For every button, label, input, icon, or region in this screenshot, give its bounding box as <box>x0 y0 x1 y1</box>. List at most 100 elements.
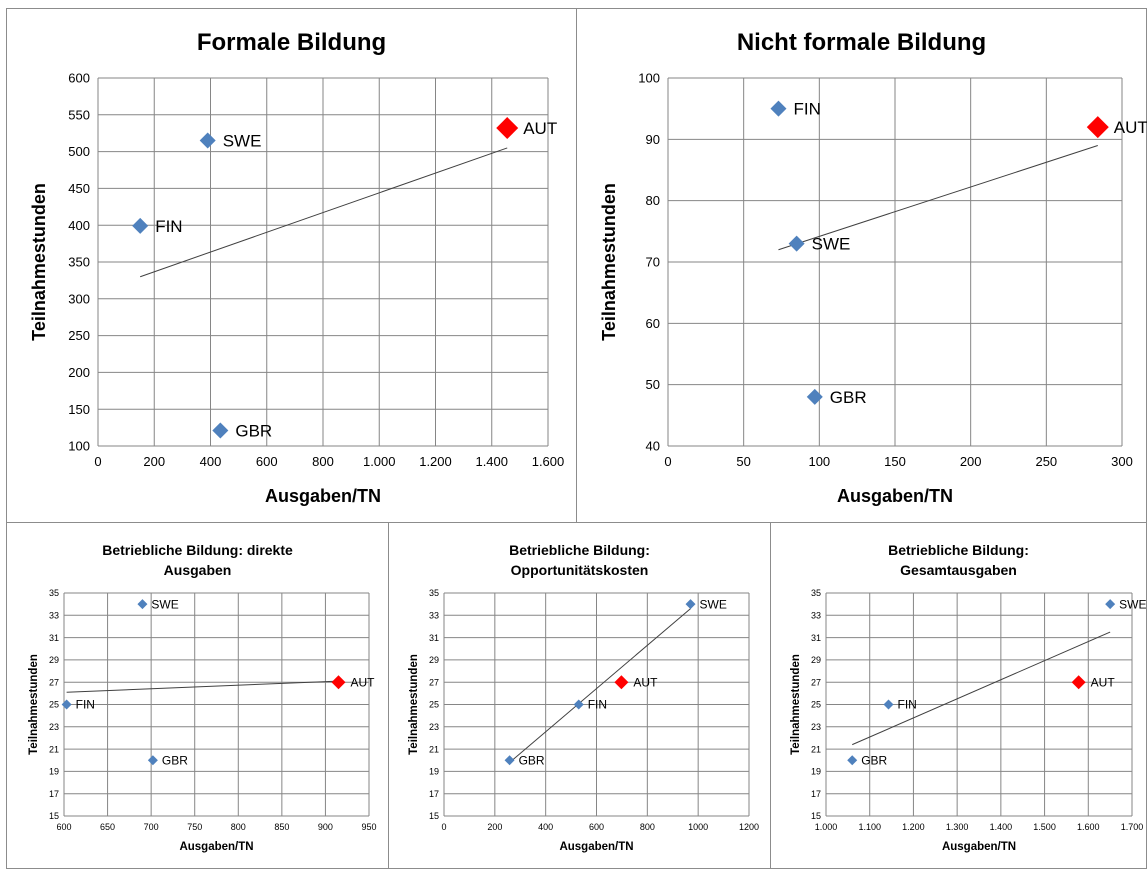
y-tick-label: 100 <box>68 439 90 454</box>
data-point-aut <box>1071 675 1086 690</box>
chart-title: Gesamtausgaben <box>900 562 1017 578</box>
x-tick-label: 1.700 <box>1121 822 1144 832</box>
chart-title: Betriebliche Bildung: <box>509 542 650 558</box>
chart-svg: Nicht formale Bildung 40 50 60 70 80 90 100 0 50 1… <box>599 29 1147 506</box>
data-label-gbr: GBR <box>861 753 887 767</box>
x-tick-label: 250 <box>1035 454 1057 469</box>
x-tick-label: 800 <box>312 454 334 469</box>
y-tick-label: 150 <box>68 402 90 417</box>
x-tick-label: 300 <box>1111 454 1133 469</box>
data-point-swe <box>137 599 148 610</box>
x-tick-label: 1.300 <box>946 822 969 832</box>
data-point-gbr <box>147 755 158 766</box>
data-label-swe: SWE <box>151 597 178 611</box>
chart-svg: Betriebliche Bildung: Gesamtausgaben 15 17 1… <box>790 542 1146 853</box>
data-label-aut: AUT <box>523 119 557 138</box>
trendline <box>778 144 1098 251</box>
y-tick-label: 33 <box>811 610 821 620</box>
y-tick-label: 29 <box>49 655 59 665</box>
y-axis-label: Teilnahmestunden <box>599 183 619 341</box>
x-tick-label: 1.000 <box>363 454 396 469</box>
data-point-aut <box>1086 116 1109 139</box>
data-label-fin: FIN <box>793 100 820 119</box>
data-label-aut: AUT <box>1091 675 1116 689</box>
y-tick-label: 35 <box>429 588 439 598</box>
chart-panel-betriebliche-direkte-ausgaben: Betriebliche Bildung: direkte Ausgaben 15 1… <box>6 522 389 869</box>
x-tick-label: 1.000 <box>815 822 838 832</box>
y-tick-label: 15 <box>429 811 439 821</box>
y-axis-label: Teilnahmestunden <box>790 654 802 755</box>
data-point-swe <box>199 132 216 149</box>
y-tick-label: 500 <box>68 144 90 159</box>
chart-title: Betriebliche Bildung: <box>888 542 1029 558</box>
y-tick-label: 33 <box>49 610 59 620</box>
x-tick-label: 1.400 <box>990 822 1013 832</box>
chart-panel-betriebliche-gesamtausgaben: Betriebliche Bildung: Gesamtausgaben 15 17 1… <box>770 522 1147 869</box>
y-tick-label: 25 <box>429 700 439 710</box>
trendline <box>852 631 1111 746</box>
x-tick-label: 700 <box>144 822 159 832</box>
data-label-gbr: GBR <box>162 753 188 767</box>
y-tick-label: 250 <box>68 328 90 343</box>
data-point-swe <box>1105 599 1116 610</box>
data-point-aut <box>614 675 629 690</box>
data-label-aut: AUT <box>633 675 658 689</box>
y-tick-label: 35 <box>811 588 821 598</box>
x-tick-label: 400 <box>538 822 553 832</box>
y-tick-label: 27 <box>49 677 59 687</box>
data-label-gbr: GBR <box>235 421 272 440</box>
x-tick-label: 1.600 <box>532 454 565 469</box>
data-point-fin <box>61 699 72 710</box>
data-label-aut: AUT <box>351 675 376 689</box>
y-tick-label: 31 <box>811 633 821 643</box>
data-point-aut <box>331 675 346 690</box>
x-tick-label: 200 <box>143 454 165 469</box>
x-tick-label: 600 <box>589 822 604 832</box>
y-tick-label: 17 <box>49 789 59 799</box>
y-axis-label: Teilnahmestunden <box>408 654 420 755</box>
x-axis-label: Ausgaben/TN <box>179 841 253 853</box>
x-tick-label: 800 <box>640 822 655 832</box>
data-label-fin: FIN <box>76 698 95 712</box>
x-axis-label: Ausgaben/TN <box>559 841 633 853</box>
y-tick-label: 19 <box>811 767 821 777</box>
x-axis-label: Ausgaben/TN <box>942 841 1016 853</box>
x-tick-label: 400 <box>200 454 222 469</box>
data-point-aut <box>496 117 519 140</box>
x-tick-label: 900 <box>318 822 333 832</box>
data-label-gbr: GBR <box>519 753 545 767</box>
y-tick-label: 23 <box>429 722 439 732</box>
y-tick-label: 27 <box>811 677 821 687</box>
x-tick-label: 1.600 <box>1077 822 1100 832</box>
trendline <box>509 608 691 763</box>
y-tick-label: 40 <box>646 439 660 454</box>
x-tick-label: 0 <box>664 454 671 469</box>
y-tick-label: 70 <box>646 255 660 270</box>
x-tick-label: 950 <box>361 822 376 832</box>
data-label-swe: SWE <box>812 235 851 254</box>
data-point-gbr <box>847 755 858 766</box>
x-axis-label: Ausgaben/TN <box>837 486 953 506</box>
y-tick-label: 29 <box>811 655 821 665</box>
y-tick-label: 90 <box>646 132 660 147</box>
y-tick-label: 400 <box>68 218 90 233</box>
chart-panel-betriebliche-opportunitaetskosten: Betriebliche Bildung: Opportunitätskosten… <box>388 522 771 869</box>
y-tick-label: 60 <box>646 316 660 331</box>
y-tick-label: 550 <box>68 107 90 122</box>
y-tick-label: 15 <box>811 811 821 821</box>
data-label-fin: FIN <box>588 698 607 712</box>
data-label-fin: FIN <box>898 698 917 712</box>
x-tick-label: 800 <box>231 822 246 832</box>
data-label-swe: SWE <box>1119 597 1146 611</box>
data-point-fin <box>132 217 149 234</box>
x-tick-label: 600 <box>56 822 71 832</box>
y-axis-label: Teilnahmestunden <box>28 654 40 755</box>
data-label-swe: SWE <box>223 132 262 151</box>
x-tick-label: 1.400 <box>475 454 508 469</box>
trendline <box>66 680 339 693</box>
chart-svg: Betriebliche Bildung: direkte Ausgaben 15 1… <box>28 542 377 853</box>
data-label-swe: SWE <box>700 597 727 611</box>
y-tick-label: 100 <box>638 71 660 86</box>
y-tick-label: 29 <box>429 655 439 665</box>
x-tick-label: 650 <box>100 822 115 832</box>
